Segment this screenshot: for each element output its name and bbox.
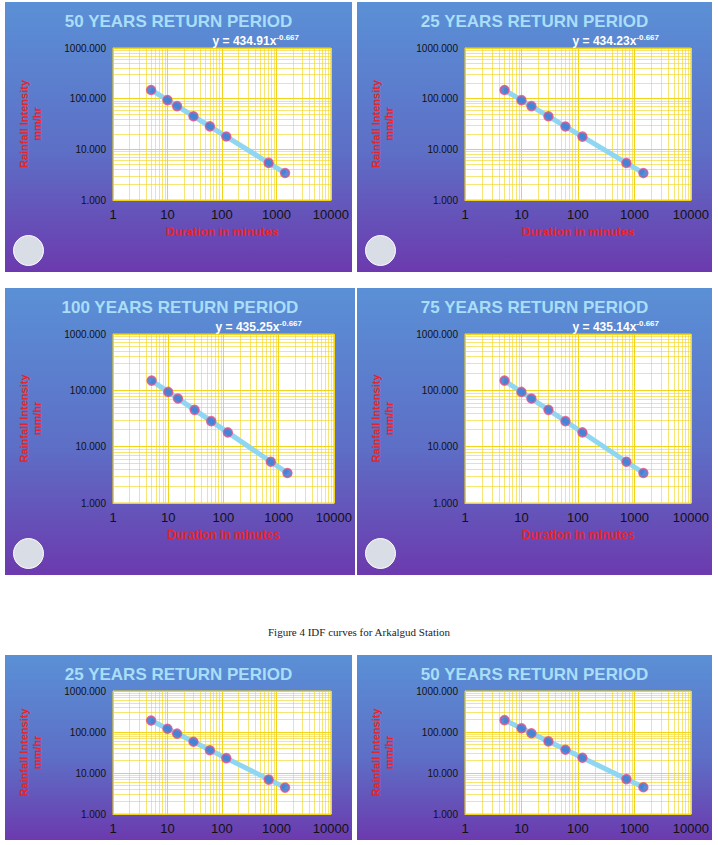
svg-text:-0.667: -0.667 [279, 319, 302, 328]
svg-text:y = 434.23x: y = 434.23x [573, 34, 637, 48]
svg-text:10000: 10000 [313, 207, 349, 222]
svg-text:10000: 10000 [673, 207, 709, 222]
svg-text:Rainfall Intensity: Rainfall Intensity [18, 79, 30, 168]
svg-text:100 YEARS RETURN PERIOD: 100 YEARS RETURN PERIOD [62, 298, 299, 317]
svg-text:y = 434.91x: y = 434.91x [213, 34, 277, 48]
svg-text:10.000: 10.000 [75, 144, 106, 155]
svg-text:1.000: 1.000 [433, 809, 458, 820]
svg-text:1000.000: 1000.000 [416, 43, 458, 54]
svg-text:1.000: 1.000 [433, 195, 458, 206]
svg-text:100.000: 100.000 [70, 727, 107, 738]
svg-text:10000: 10000 [316, 510, 352, 525]
svg-text:75 YEARS RETURN PERIOD: 75 YEARS RETURN PERIOD [421, 298, 648, 317]
svg-text:10: 10 [514, 510, 528, 525]
svg-text:100.000: 100.000 [422, 727, 459, 738]
svg-text:10.000: 10.000 [427, 441, 458, 452]
svg-text:Duration in minutes: Duration in minutes [166, 225, 279, 239]
svg-text:1000.000: 1000.000 [64, 686, 106, 697]
svg-text:Rainfall Intensity: Rainfall Intensity [370, 374, 382, 463]
svg-text:Duration in minutes: Duration in minutes [522, 225, 635, 239]
svg-text:mm/hr: mm/hr [383, 106, 395, 140]
svg-text:1000.000: 1000.000 [64, 43, 106, 54]
svg-text:10.000: 10.000 [427, 768, 458, 779]
svg-text:Duration in minutes: Duration in minutes [522, 528, 635, 542]
svg-text:mm/hr: mm/hr [31, 106, 43, 140]
svg-text:-0.667: -0.667 [636, 319, 659, 328]
svg-text:10000: 10000 [313, 821, 349, 836]
svg-text:25 YEARS RETURN PERIOD: 25 YEARS RETURN PERIOD [65, 665, 292, 684]
svg-text:1.000: 1.000 [433, 498, 458, 509]
svg-text:10: 10 [514, 821, 528, 836]
svg-text:1: 1 [461, 821, 468, 836]
svg-text:100.000: 100.000 [422, 93, 459, 104]
svg-text:10.000: 10.000 [427, 144, 458, 155]
svg-text:100: 100 [567, 207, 589, 222]
svg-text:mm/hr: mm/hr [383, 401, 395, 435]
svg-text:-0.667: -0.667 [276, 33, 299, 42]
svg-text:-0.667: -0.667 [636, 33, 659, 42]
svg-text:100: 100 [567, 510, 589, 525]
svg-text:1000: 1000 [620, 510, 649, 525]
svg-text:100.000: 100.000 [70, 385, 107, 396]
svg-text:10.000: 10.000 [75, 441, 106, 452]
svg-text:50 YEARS RETURN PERIOD: 50 YEARS RETURN PERIOD [421, 665, 648, 684]
svg-text:100.000: 100.000 [422, 385, 459, 396]
svg-text:1: 1 [109, 510, 116, 525]
svg-text:100: 100 [213, 510, 235, 525]
svg-text:10: 10 [160, 821, 174, 836]
svg-text:1: 1 [109, 207, 116, 222]
svg-text:Rainfall Intensity: Rainfall Intensity [370, 708, 382, 797]
svg-text:1000: 1000 [264, 510, 293, 525]
svg-text:mm/hr: mm/hr [31, 735, 43, 769]
svg-text:Duration in minutes: Duration in minutes [167, 528, 280, 542]
svg-text:1: 1 [461, 207, 468, 222]
svg-text:10: 10 [160, 207, 174, 222]
svg-text:Rainfall Intensity: Rainfall Intensity [370, 79, 382, 168]
svg-text:Rainfall Intensity: Rainfall Intensity [18, 708, 30, 797]
svg-text:100.000: 100.000 [70, 93, 107, 104]
svg-text:10: 10 [161, 510, 175, 525]
svg-text:y = 435.14x: y = 435.14x [573, 320, 637, 334]
svg-text:25 YEARS RETURN PERIOD: 25 YEARS RETURN PERIOD [421, 12, 648, 31]
svg-text:100: 100 [567, 821, 589, 836]
svg-text:10.000: 10.000 [75, 768, 106, 779]
svg-text:mm/hr: mm/hr [31, 401, 43, 435]
svg-text:1: 1 [109, 821, 116, 836]
svg-text:1.000: 1.000 [81, 809, 106, 820]
svg-text:mm/hr: mm/hr [383, 735, 395, 769]
svg-text:50 YEARS RETURN PERIOD: 50 YEARS RETURN PERIOD [65, 12, 292, 31]
svg-text:10000: 10000 [673, 510, 709, 525]
svg-text:1000.000: 1000.000 [416, 329, 458, 340]
svg-text:1000: 1000 [620, 821, 649, 836]
html-text:Figure 4 IDF curves for Arkalg: Figure 4 IDF curves for Arkalgud Station [268, 626, 450, 638]
svg-text:1000: 1000 [620, 207, 649, 222]
svg-text:1000: 1000 [262, 207, 291, 222]
svg-text:1.000: 1.000 [81, 498, 106, 509]
svg-text:Rainfall Intensity: Rainfall Intensity [18, 374, 30, 463]
svg-text:100: 100 [211, 821, 233, 836]
svg-text:100: 100 [211, 207, 233, 222]
svg-text:1000.000: 1000.000 [64, 329, 106, 340]
svg-text:1: 1 [461, 510, 468, 525]
svg-text:10000: 10000 [673, 821, 709, 836]
svg-text:y = 435.25x: y = 435.25x [216, 320, 280, 334]
svg-text:1000: 1000 [262, 821, 291, 836]
svg-text:1000.000: 1000.000 [416, 686, 458, 697]
svg-text:10: 10 [514, 207, 528, 222]
svg-text:1.000: 1.000 [81, 195, 106, 206]
